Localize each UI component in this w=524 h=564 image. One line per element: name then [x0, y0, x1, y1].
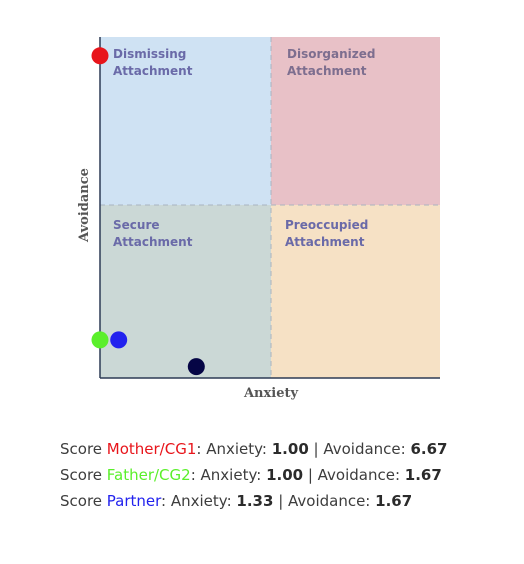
quadrant-label-dismissing-line1: Dismissing — [113, 47, 186, 61]
avoidance-value: 6.67 — [410, 440, 448, 458]
score-prefix: Score — [60, 440, 107, 458]
avoidance-label: | Avoidance: — [273, 492, 376, 510]
anxiety-label: : Anxiety: — [196, 440, 272, 458]
anxiety-label: : Anxiety: — [190, 466, 267, 484]
quadrant-secure — [100, 205, 271, 378]
point-mother-cg1 — [91, 47, 109, 65]
quadrant-disorganized — [271, 37, 440, 205]
anxiety-value: 1.00 — [266, 466, 304, 484]
quadrant-labels: Dismissing Attachment Disorganized Attachme… — [113, 47, 375, 249]
quadrant-label-dismissing-line2: Attachment — [113, 64, 193, 78]
score-prefix: Score — [60, 492, 107, 510]
avoidance-value: 1.67 — [375, 492, 413, 510]
x-axis-title: Anxiety — [243, 386, 299, 401]
quadrant-backgrounds — [100, 37, 440, 378]
anxiety-value: 1.00 — [271, 440, 309, 458]
quadrant-dismissing — [100, 37, 271, 205]
score-row-mother: Score Mother/CG1: Anxiety: 1.00 | Avoida… — [60, 436, 448, 462]
score-prefix: Score — [60, 466, 107, 484]
axes — [99, 37, 440, 379]
point-3 — [187, 358, 205, 376]
y-axis-title: Avoidance — [77, 168, 92, 243]
quadrant-label-preoccupied-line2: Attachment — [285, 235, 365, 249]
avoidance-label: | Avoidance: — [308, 440, 411, 458]
avoidance-value: 1.67 — [404, 466, 442, 484]
score-row-partner: Score Partner: Anxiety: 1.33 | Avoidance… — [60, 488, 448, 514]
quadrant-label-secure-line1: Secure — [113, 218, 160, 232]
quadrant-label-secure-line2: Attachment — [113, 235, 193, 249]
quadrant-dividers — [100, 37, 440, 378]
attachment-quadrant-chart: Dismissing Attachment Disorganized Attachme… — [77, 37, 440, 401]
data-points — [91, 47, 205, 376]
anxiety-value: 1.33 — [236, 492, 274, 510]
score-row-father: Score Father/CG2: Anxiety: 1.00 | Avoida… — [60, 462, 448, 488]
point-father-cg2 — [91, 331, 109, 349]
score-name: Mother/CG1 — [106, 440, 197, 458]
quadrant-preoccupied — [271, 205, 440, 378]
quadrant-label-disorganized-line1: Disorganized — [287, 47, 375, 61]
score-name: Father/CG2 — [106, 466, 191, 484]
anxiety-label: : Anxiety: — [161, 492, 237, 510]
quadrant-label-disorganized-line2: Attachment — [287, 64, 367, 78]
point-partner — [110, 331, 128, 349]
avoidance-label: | Avoidance: — [303, 466, 405, 484]
quadrant-label-preoccupied-line1: Preoccupied — [285, 218, 368, 232]
score-summary: Score Mother/CG1: Anxiety: 1.00 | Avoida… — [60, 436, 448, 514]
score-name: Partner — [106, 492, 162, 510]
